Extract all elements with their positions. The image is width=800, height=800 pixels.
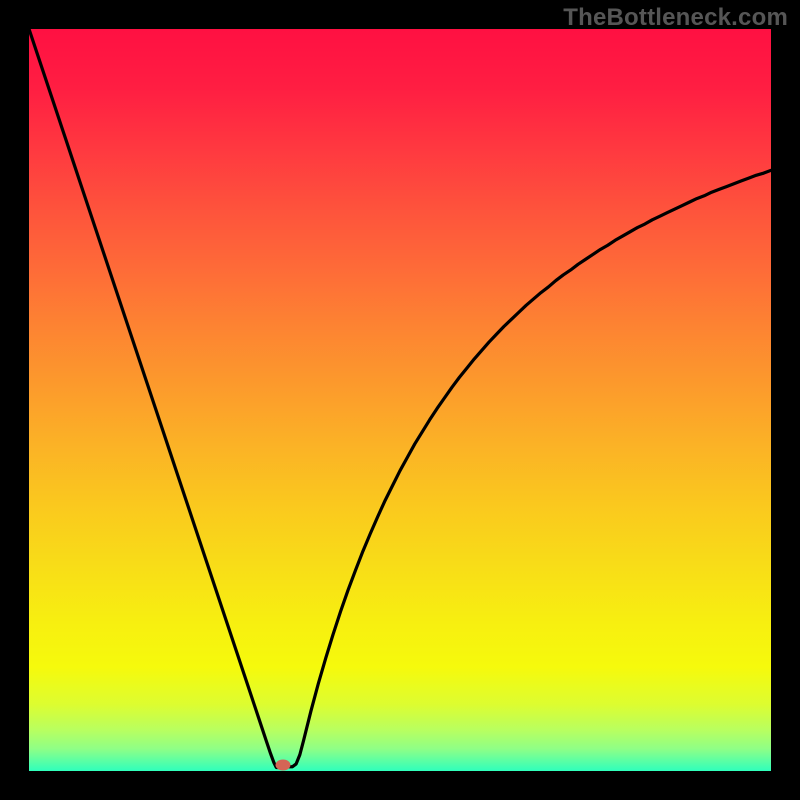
optimal-point-marker: [275, 759, 290, 770]
bottleneck-curve: [29, 29, 771, 767]
watermark-text: TheBottleneck.com: [563, 4, 788, 32]
chart-frame: TheBottleneck.com: [0, 0, 800, 800]
plot-area: [29, 29, 771, 771]
curve-layer: [29, 29, 771, 771]
